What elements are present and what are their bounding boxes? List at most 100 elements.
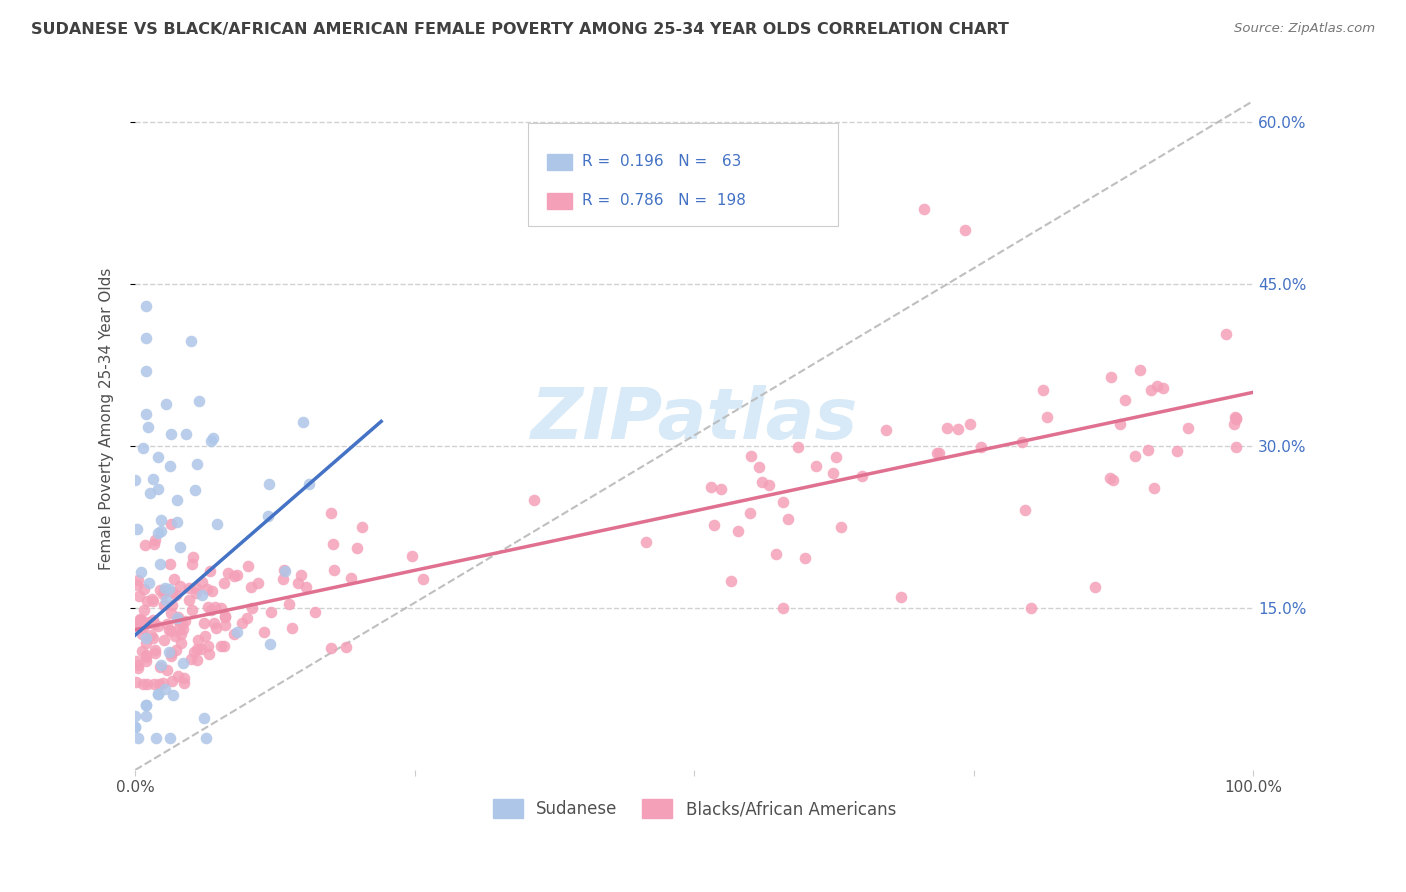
Point (851, 468, 873, 483)
Point (953, 223, 976, 237)
Point (823, 467, 845, 481)
Point (148, 676, 170, 690)
Point (240, 601, 263, 615)
Point (346, 541, 368, 555)
Point (174, 614, 197, 628)
Point (193, 711, 215, 725)
Point (184, 483, 207, 497)
Point (165, 589, 187, 603)
Point (135, 698, 157, 713)
Point (135, 649, 157, 664)
Point (824, 450, 846, 464)
Point (170, 636, 193, 650)
Point (740, 449, 762, 463)
Point (135, 331, 157, 345)
Point (166, 610, 188, 624)
Point (124, 709, 146, 723)
Point (319, 506, 342, 520)
Point (139, 486, 162, 500)
Point (124, 616, 146, 631)
Point (200, 602, 222, 616)
Point (138, 615, 160, 630)
Point (193, 615, 215, 630)
Point (239, 581, 262, 595)
Point (159, 731, 181, 745)
Point (226, 624, 249, 639)
Point (142, 631, 165, 645)
Point (127, 658, 149, 673)
Point (253, 625, 276, 640)
Point (127, 731, 149, 745)
Point (134, 619, 156, 633)
Point (1225, 440, 1247, 454)
Point (125, 675, 148, 690)
Point (222, 569, 245, 583)
Point (153, 581, 176, 595)
Point (135, 407, 157, 421)
Point (135, 636, 157, 650)
Point (143, 643, 166, 657)
Point (970, 440, 993, 454)
Point (155, 663, 177, 677)
Point (748, 459, 770, 474)
Point (191, 575, 214, 590)
Point (176, 426, 198, 441)
Point (142, 594, 165, 608)
Point (125, 522, 148, 536)
Point (143, 616, 166, 631)
Point (159, 606, 181, 620)
Point (184, 586, 207, 600)
Point (274, 565, 297, 579)
Point (162, 584, 184, 599)
Point (152, 598, 174, 612)
Point (134, 582, 156, 596)
Point (201, 431, 224, 445)
Point (776, 512, 799, 526)
Point (134, 538, 156, 552)
Point (136, 419, 159, 434)
Point (186, 457, 208, 471)
Point (236, 559, 259, 574)
Point (291, 416, 314, 430)
Point (131, 627, 153, 641)
Point (401, 549, 423, 564)
Point (273, 563, 295, 577)
Point (179, 593, 201, 607)
Point (204, 621, 226, 635)
Point (319, 641, 342, 656)
Point (157, 645, 180, 659)
Point (181, 549, 204, 564)
Point (1021, 601, 1043, 615)
Point (287, 575, 309, 590)
Point (727, 524, 749, 538)
Point (172, 622, 194, 636)
Point (159, 517, 181, 532)
Point (132, 615, 155, 629)
Point (751, 475, 773, 489)
Point (195, 582, 218, 596)
Point (132, 441, 155, 455)
Point (155, 617, 177, 632)
Point (710, 483, 733, 497)
Point (145, 731, 167, 745)
Point (352, 520, 374, 534)
Point (159, 646, 181, 660)
Point (295, 580, 318, 594)
Point (166, 493, 188, 508)
Point (166, 515, 188, 529)
Point (146, 688, 169, 702)
Point (765, 547, 787, 561)
Point (148, 557, 170, 571)
Point (125, 654, 148, 668)
Point (142, 676, 165, 690)
Point (169, 541, 191, 555)
Point (136, 676, 159, 690)
Point (214, 609, 236, 624)
Point (197, 639, 219, 653)
Point (217, 566, 239, 580)
Point (209, 640, 232, 654)
Point (139, 628, 162, 642)
Point (153, 681, 176, 696)
Point (170, 627, 193, 641)
Point (335, 640, 357, 655)
